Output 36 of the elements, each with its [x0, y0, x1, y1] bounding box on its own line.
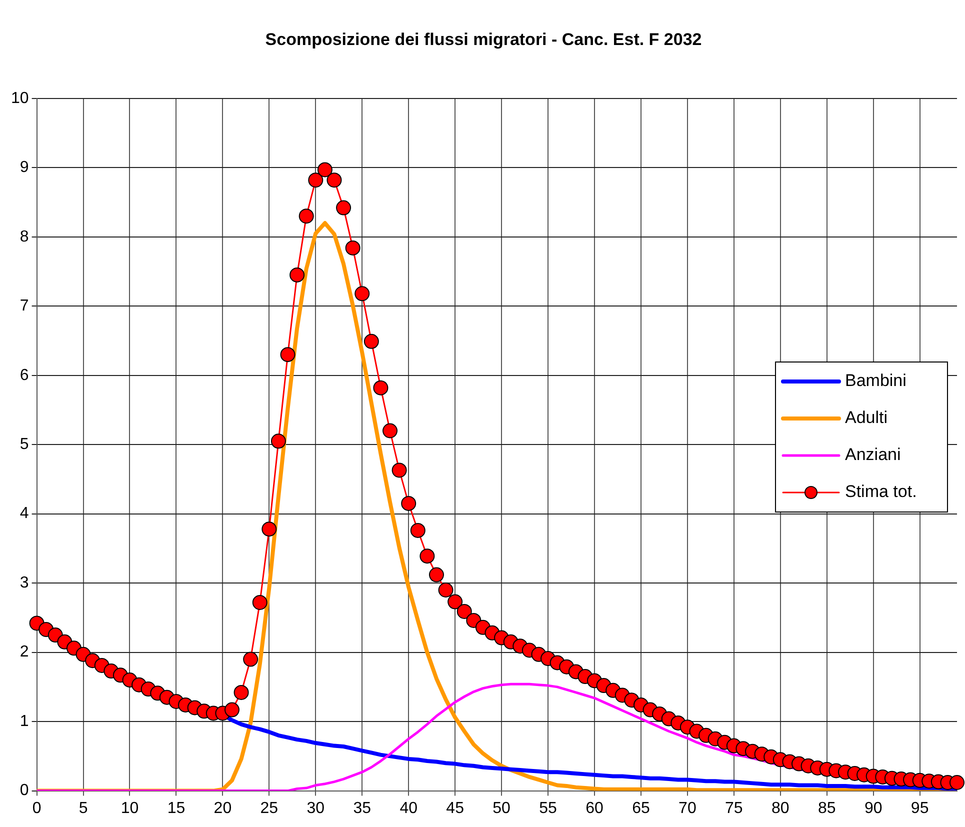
- x-tick-label: 40: [400, 800, 418, 817]
- x-tick-label: 50: [492, 800, 511, 817]
- y-tick-label: 10: [11, 90, 29, 107]
- y-tick-label: 8: [20, 228, 29, 246]
- legend-label: Anziani: [845, 445, 901, 464]
- x-tick-label: 90: [864, 800, 882, 817]
- x-tick-label: 10: [120, 800, 139, 817]
- x-tick-label: 75: [725, 800, 743, 817]
- y-tick-label: 2: [20, 644, 29, 661]
- y-tick-label: 7: [20, 298, 29, 315]
- y-tick-label: 3: [20, 574, 29, 592]
- y-tick-label: 6: [20, 366, 29, 384]
- chart-title: Scomposizione dei flussi migratori - Canc. Est. F 2032: [265, 30, 702, 49]
- x-tick-label: 60: [586, 800, 604, 817]
- x-tick-label: 20: [214, 800, 232, 817]
- x-tick-label: 0: [32, 800, 42, 817]
- legend-label: Adulti: [845, 408, 888, 428]
- legend-label: Bambini: [845, 371, 906, 390]
- legend-label: Stima tot.: [845, 482, 917, 502]
- x-tick-label: 15: [167, 800, 186, 817]
- x-tick-label: 70: [678, 800, 696, 817]
- x-tick-label: 30: [306, 800, 325, 817]
- x-tick-label: 65: [632, 800, 650, 817]
- x-tick-label: 25: [260, 800, 278, 817]
- x-tick-label: 55: [539, 800, 558, 817]
- x-tick-label: 85: [818, 800, 836, 817]
- x-tick-label: 5: [78, 800, 88, 817]
- y-tick-label: 1: [20, 712, 29, 730]
- y-tick-label: 0: [20, 782, 29, 800]
- y-tick-label: 5: [20, 436, 29, 454]
- y-tick-label: 9: [20, 159, 29, 176]
- x-tick-label: 95: [910, 800, 929, 817]
- x-tick-label: 80: [771, 800, 790, 817]
- x-tick-label: 45: [446, 800, 464, 817]
- y-tick-label: 4: [20, 505, 29, 522]
- x-tick-label: 35: [353, 800, 372, 817]
